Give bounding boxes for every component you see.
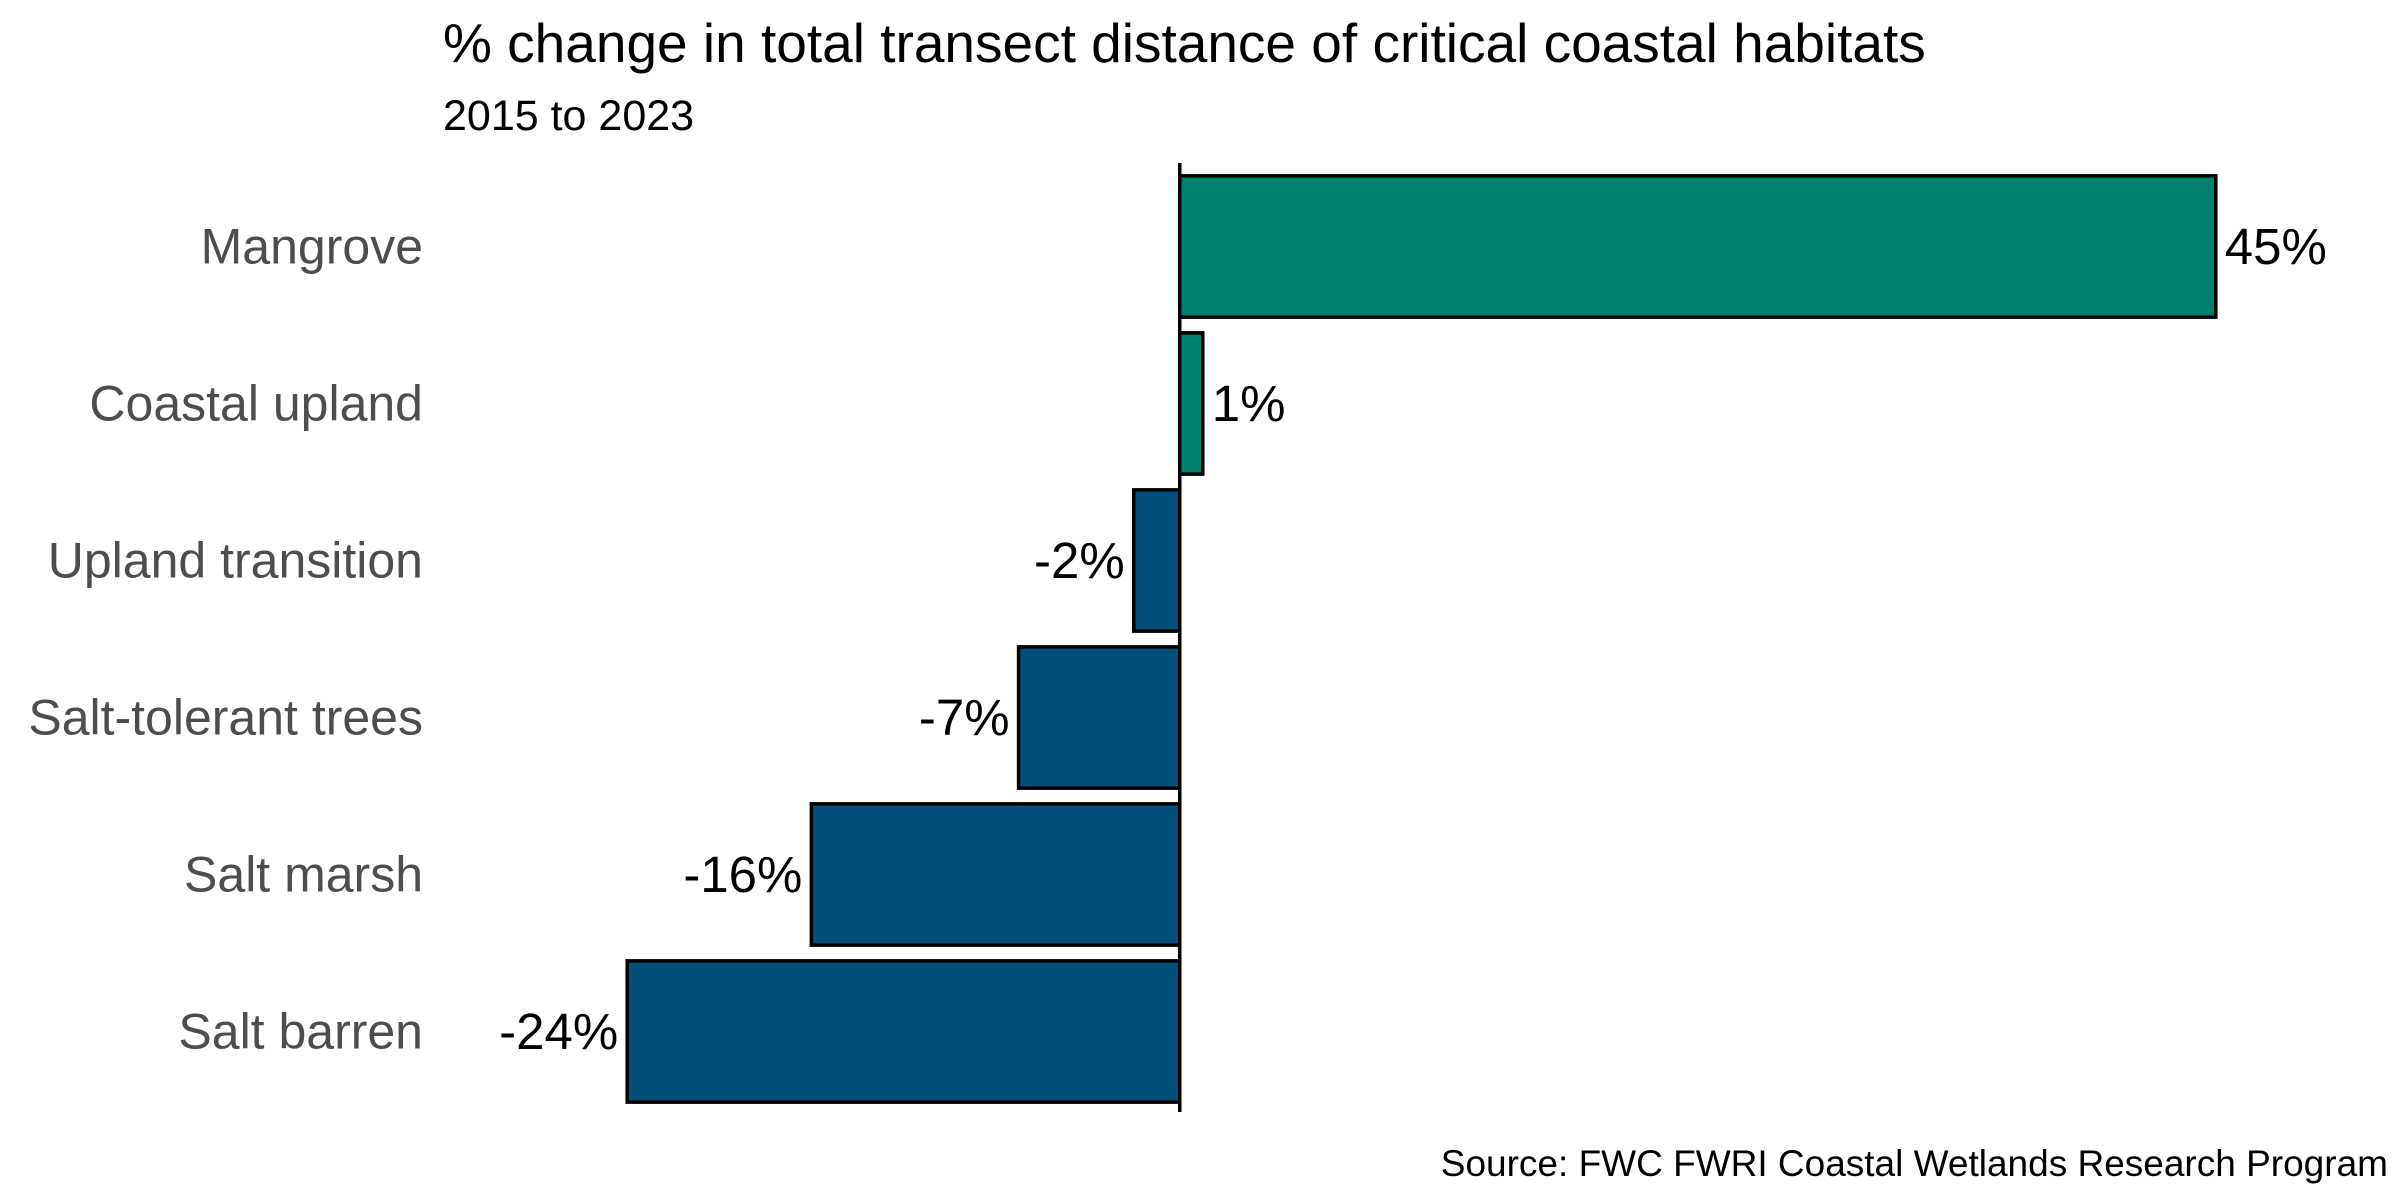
category-label: Mangrove <box>201 219 423 275</box>
value-labels: 45% 1% -2% -7% -16% -24% <box>499 218 2327 1060</box>
chart-title: % change in total transect distance of c… <box>443 12 1926 74</box>
bar-salt-marsh <box>809 802 1182 947</box>
category-label: Salt marsh <box>184 847 423 903</box>
value-label: 1% <box>1212 375 1286 432</box>
category-label: Upland transition <box>48 533 423 589</box>
category-label: Salt barren <box>178 1004 423 1060</box>
category-labels: Mangrove Coastal upland Upland transition S… <box>28 219 423 1060</box>
chart-caption: Source: FWC FWRI Coastal Wetlands Resear… <box>1441 1143 2388 1184</box>
bar-coastal-upland <box>1178 331 1205 476</box>
value-label: 45% <box>2225 218 2327 275</box>
bars <box>625 174 2218 1104</box>
value-label: -2% <box>1034 532 1125 589</box>
value-label: -24% <box>499 1003 618 1060</box>
bar-salt-barren <box>625 959 1182 1104</box>
category-label: Salt-tolerant trees <box>28 690 423 746</box>
bar-upland-transition <box>1131 488 1182 633</box>
chart-subtitle: 2015 to 2023 <box>443 92 694 140</box>
value-label: -16% <box>683 846 802 903</box>
category-label: Coastal upland <box>89 376 423 432</box>
value-label: -7% <box>919 689 1010 746</box>
bar-mangrove <box>1178 174 2218 319</box>
bar-salt-tolerant-trees <box>1016 645 1182 790</box>
